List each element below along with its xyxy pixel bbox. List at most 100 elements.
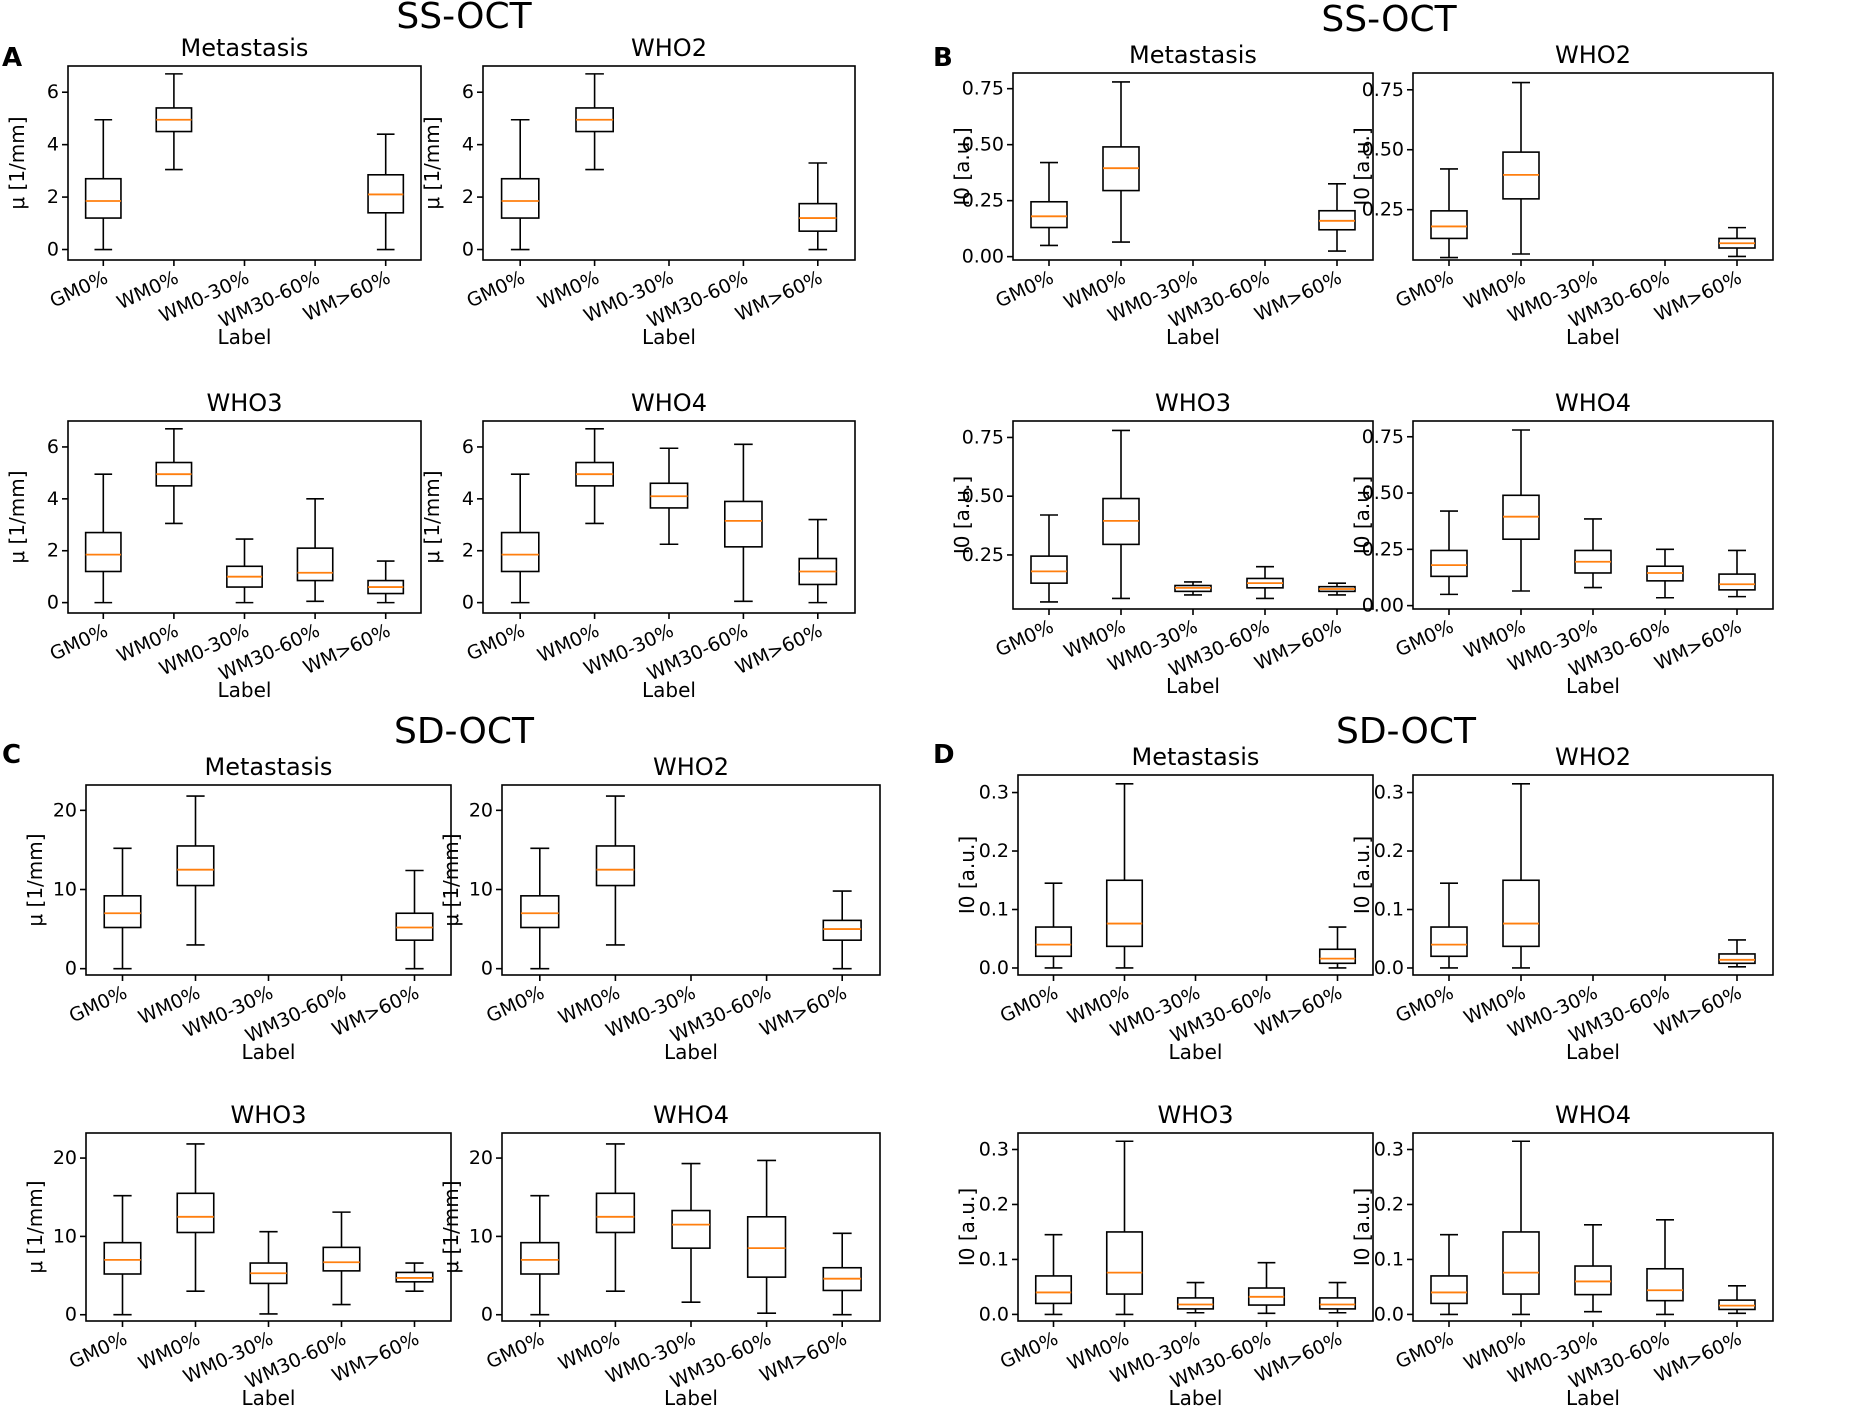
iqr-box xyxy=(1502,879,1540,948)
subplot-title: Metastasis xyxy=(205,753,333,781)
box-WM0% xyxy=(1105,1140,1144,1316)
iqr-box xyxy=(1030,555,1068,584)
box-WM0-30% xyxy=(249,1230,288,1315)
y-axis-label: I0 [a.u.] xyxy=(950,476,974,554)
x-axis-label: Label xyxy=(664,1040,718,1064)
iqr-box xyxy=(595,845,636,887)
x-axis-label: Label xyxy=(242,1386,296,1410)
x-tick-label: GM0% xyxy=(66,982,131,1028)
box-WM>60% xyxy=(798,518,838,604)
box-WM0-30% xyxy=(1574,1224,1612,1313)
y-axis-label: μ [1/mm] xyxy=(23,1180,47,1273)
box-WM0% xyxy=(1102,429,1140,600)
iqr-box xyxy=(1574,1265,1612,1296)
iqr-box xyxy=(103,895,142,929)
x-tick-label: WM>60% xyxy=(756,1328,850,1387)
panel-letter-c: C xyxy=(2,740,21,770)
y-tick-label: 0.25 xyxy=(962,544,1004,566)
y-tick-label: 0.75 xyxy=(1362,426,1404,448)
y-tick-label: 0.0 xyxy=(1374,1303,1404,1325)
x-tick-label: GM0% xyxy=(992,267,1057,313)
y-tick-label: 0 xyxy=(462,239,474,261)
y-tick-label: 0 xyxy=(462,592,474,614)
box-WM30-60% xyxy=(1646,548,1684,599)
x-axis-label: Label xyxy=(218,325,272,349)
iqr-box xyxy=(746,1216,787,1278)
x-axis-label: Label xyxy=(1169,1386,1223,1410)
box-GM0% xyxy=(1430,882,1468,969)
box-WM0-30% xyxy=(649,447,689,546)
box-WM30-60% xyxy=(1246,565,1284,600)
axes-frame xyxy=(1412,420,1774,610)
y-tick-label: 10 xyxy=(469,879,493,901)
box-GM0% xyxy=(500,473,540,604)
panel-title-b: SS-OCT xyxy=(1321,0,1457,40)
box-WM0% xyxy=(155,73,193,171)
panel-title-d: SD-OCT xyxy=(1336,711,1477,752)
x-tick-label: GM0% xyxy=(1392,982,1457,1028)
subplot-title: WHO3 xyxy=(207,389,283,417)
box-WM0% xyxy=(1105,782,1144,969)
iqr-box xyxy=(1176,1297,1215,1310)
x-axis-label: Label xyxy=(1166,325,1220,349)
box-GM0% xyxy=(1430,510,1468,596)
axes-frame xyxy=(67,65,422,261)
y-tick-label: 0.50 xyxy=(962,134,1004,156)
iqr-box xyxy=(1030,200,1068,229)
y-axis-label: μ [1/mm] xyxy=(439,833,463,926)
box-WM>60% xyxy=(1318,582,1356,596)
box-GM0% xyxy=(1034,1233,1073,1316)
y-axis-label: I0 [a.u.] xyxy=(955,1188,979,1266)
y-tick-label: 0.3 xyxy=(979,782,1009,804)
box-WM0% xyxy=(1502,1140,1540,1316)
x-tick-label: GM0% xyxy=(992,616,1057,662)
subplot-title: WHO2 xyxy=(1555,743,1631,771)
box-GM0% xyxy=(520,1194,560,1316)
y-tick-label: 0.50 xyxy=(962,485,1004,507)
axes-frame xyxy=(1017,1132,1374,1322)
box-WM0-30% xyxy=(671,1162,711,1303)
y-tick-label: 2 xyxy=(47,540,59,562)
y-tick-label: 0 xyxy=(481,958,493,980)
y-tick-label: 0.75 xyxy=(1362,79,1404,101)
y-tick-label: 20 xyxy=(469,799,493,821)
box-WM0-30% xyxy=(1176,1281,1215,1314)
axes-frame xyxy=(1012,72,1374,261)
iqr-box xyxy=(500,531,540,573)
panel-title-a: SS-OCT xyxy=(396,0,532,37)
box-WM>60% xyxy=(1718,939,1756,968)
y-axis-label: I0 [a.u.] xyxy=(1350,127,1374,205)
box-WM0% xyxy=(595,1143,636,1293)
y-tick-label: 0 xyxy=(481,1304,493,1326)
y-tick-label: 4 xyxy=(462,488,474,510)
subplot-title: Metastasis xyxy=(1129,41,1257,69)
subplot-title: WHO3 xyxy=(231,1101,307,1129)
iqr-box xyxy=(176,1192,215,1234)
iqr-box xyxy=(1318,1297,1357,1310)
panel-letter-b: B xyxy=(933,43,953,73)
subplot-title: Metastasis xyxy=(181,34,309,62)
x-axis-label: Label xyxy=(218,678,272,702)
y-axis-label: μ [1/mm] xyxy=(420,470,444,563)
y-tick-label: 0.1 xyxy=(1374,1248,1404,1270)
box-WM0% xyxy=(1502,782,1540,969)
box-WM>60% xyxy=(367,560,405,604)
axes-frame xyxy=(501,784,881,976)
y-axis-label: I0 [a.u.] xyxy=(1350,1188,1374,1266)
y-tick-label: 20 xyxy=(469,1147,493,1169)
x-tick-label: GM0% xyxy=(463,267,528,313)
axes-frame xyxy=(85,1132,452,1322)
y-axis-label: I0 [a.u.] xyxy=(950,127,974,205)
x-tick-label: GM0% xyxy=(66,1328,131,1374)
x-axis-label: Label xyxy=(1566,674,1620,698)
iqr-box xyxy=(822,919,862,941)
axes-frame xyxy=(67,420,422,614)
